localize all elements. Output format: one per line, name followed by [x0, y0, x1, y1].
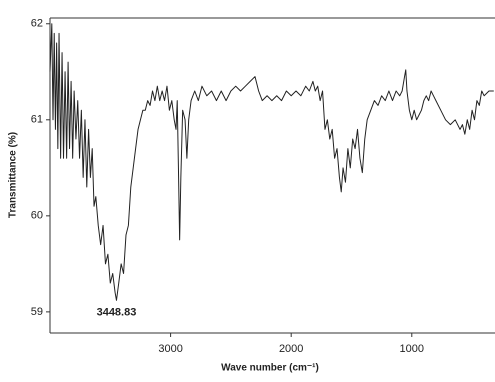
x-axis-title: Wave number (cm⁻¹) — [221, 363, 319, 374]
y-tick-label: 59 — [31, 306, 43, 318]
y-tick-label: 61 — [31, 114, 43, 126]
spectrum-line — [49, 23, 494, 301]
y-tick-label: 62 — [31, 18, 43, 30]
x-tick-label: 1000 — [400, 343, 424, 355]
y-axis-title: Transmittance (%) — [8, 132, 19, 218]
peak-annotation: 3448.83 — [97, 306, 137, 318]
y-tick-label: 60 — [31, 210, 43, 222]
x-tick-label: 3000 — [158, 343, 182, 355]
x-tick-label: 2000 — [279, 343, 303, 355]
